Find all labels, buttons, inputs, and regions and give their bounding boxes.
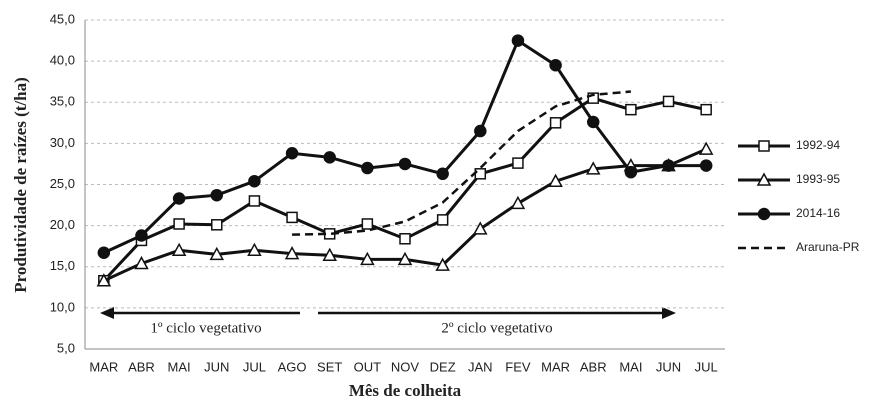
marker xyxy=(510,195,526,210)
marker xyxy=(171,242,187,257)
y-axis-label: Produtividade de raízes (t/ha) xyxy=(11,77,30,292)
marker xyxy=(586,115,600,129)
x-tick-label: MAI xyxy=(168,359,191,374)
marker xyxy=(361,161,374,175)
marker xyxy=(286,211,298,224)
series-line xyxy=(103,38,707,255)
x-tick-label: AGO xyxy=(278,359,307,374)
y-tick-label: 45,0 xyxy=(50,11,75,26)
marker xyxy=(474,124,487,138)
x-tick-label: ABR xyxy=(580,359,607,374)
x-tick-label: SET xyxy=(317,359,342,374)
marker xyxy=(96,273,112,287)
marker xyxy=(211,219,223,231)
annotation: 2º ciclo vegetativo xyxy=(441,320,552,336)
marker xyxy=(511,34,525,47)
marker xyxy=(585,161,601,175)
x-tick-label: JUL xyxy=(243,359,266,374)
marker xyxy=(757,207,771,221)
marker xyxy=(624,165,638,179)
marker xyxy=(248,195,261,207)
marker xyxy=(512,157,524,169)
marker xyxy=(549,117,562,129)
marker xyxy=(172,192,186,205)
legend-label: 2014-16 xyxy=(796,206,840,220)
marker xyxy=(322,247,337,261)
marker xyxy=(474,168,487,180)
x-tick-label: NOV xyxy=(391,359,420,374)
marker xyxy=(662,95,675,108)
series-line xyxy=(292,90,631,236)
y-tick-label: 40,0 xyxy=(50,53,75,68)
legend-label: 1993-95 xyxy=(796,172,840,186)
x-tick-label: FEV xyxy=(505,359,531,374)
x-tick-label: JAN xyxy=(468,359,493,374)
marker xyxy=(134,255,149,270)
y-tick-label: 10,0 xyxy=(50,299,75,314)
y-tick-label: 20,0 xyxy=(50,217,75,232)
y-tick-label: 35,0 xyxy=(50,94,75,109)
marker xyxy=(284,246,300,260)
marker xyxy=(625,103,637,116)
marker xyxy=(398,157,412,171)
marker xyxy=(436,167,449,181)
marker xyxy=(698,141,714,155)
x-tick-label: OUT xyxy=(354,359,382,374)
annotation: 1º ciclo vegetativo xyxy=(150,320,261,336)
x-tick-label: MAI xyxy=(619,359,642,374)
marker xyxy=(247,242,262,257)
x-axis-label: Mês de colheita xyxy=(349,381,462,400)
marker xyxy=(473,221,488,235)
marker xyxy=(436,214,449,226)
marker xyxy=(323,151,336,164)
x-tick-label: JUL xyxy=(695,359,718,374)
x-tick-label: JUN xyxy=(656,359,681,374)
marker xyxy=(758,140,770,152)
x-tick-label: JUN xyxy=(204,359,229,374)
marker xyxy=(285,146,299,160)
marker xyxy=(97,246,111,260)
y-tick-label: 15,0 xyxy=(50,258,75,273)
marker xyxy=(135,229,148,242)
marker xyxy=(361,218,374,230)
x-tick-label: MAR xyxy=(541,359,570,374)
marker xyxy=(397,251,413,266)
marker xyxy=(360,251,375,266)
y-tick-label: 25,0 xyxy=(50,176,75,191)
x-tick-label: ABR xyxy=(128,359,155,374)
marker xyxy=(209,246,225,261)
marker xyxy=(210,188,224,202)
marker xyxy=(248,174,261,188)
marker xyxy=(756,172,772,186)
marker xyxy=(699,159,713,172)
marker xyxy=(700,103,712,116)
marker xyxy=(399,233,411,245)
x-tick-label: MAR xyxy=(89,359,118,374)
marker xyxy=(549,58,562,72)
legend-label: 1992-94 xyxy=(796,138,840,152)
marker xyxy=(662,159,675,172)
marker xyxy=(587,92,599,104)
y-tick-label: 5,0 xyxy=(57,340,75,355)
marker xyxy=(548,173,563,187)
cycle-arrows xyxy=(100,307,676,319)
y-tick-label: 30,0 xyxy=(50,135,75,150)
legend-label: Araruna-PR xyxy=(796,240,860,254)
marker xyxy=(435,257,450,271)
x-tick-label: DEZ xyxy=(430,359,456,374)
marker xyxy=(173,218,185,230)
